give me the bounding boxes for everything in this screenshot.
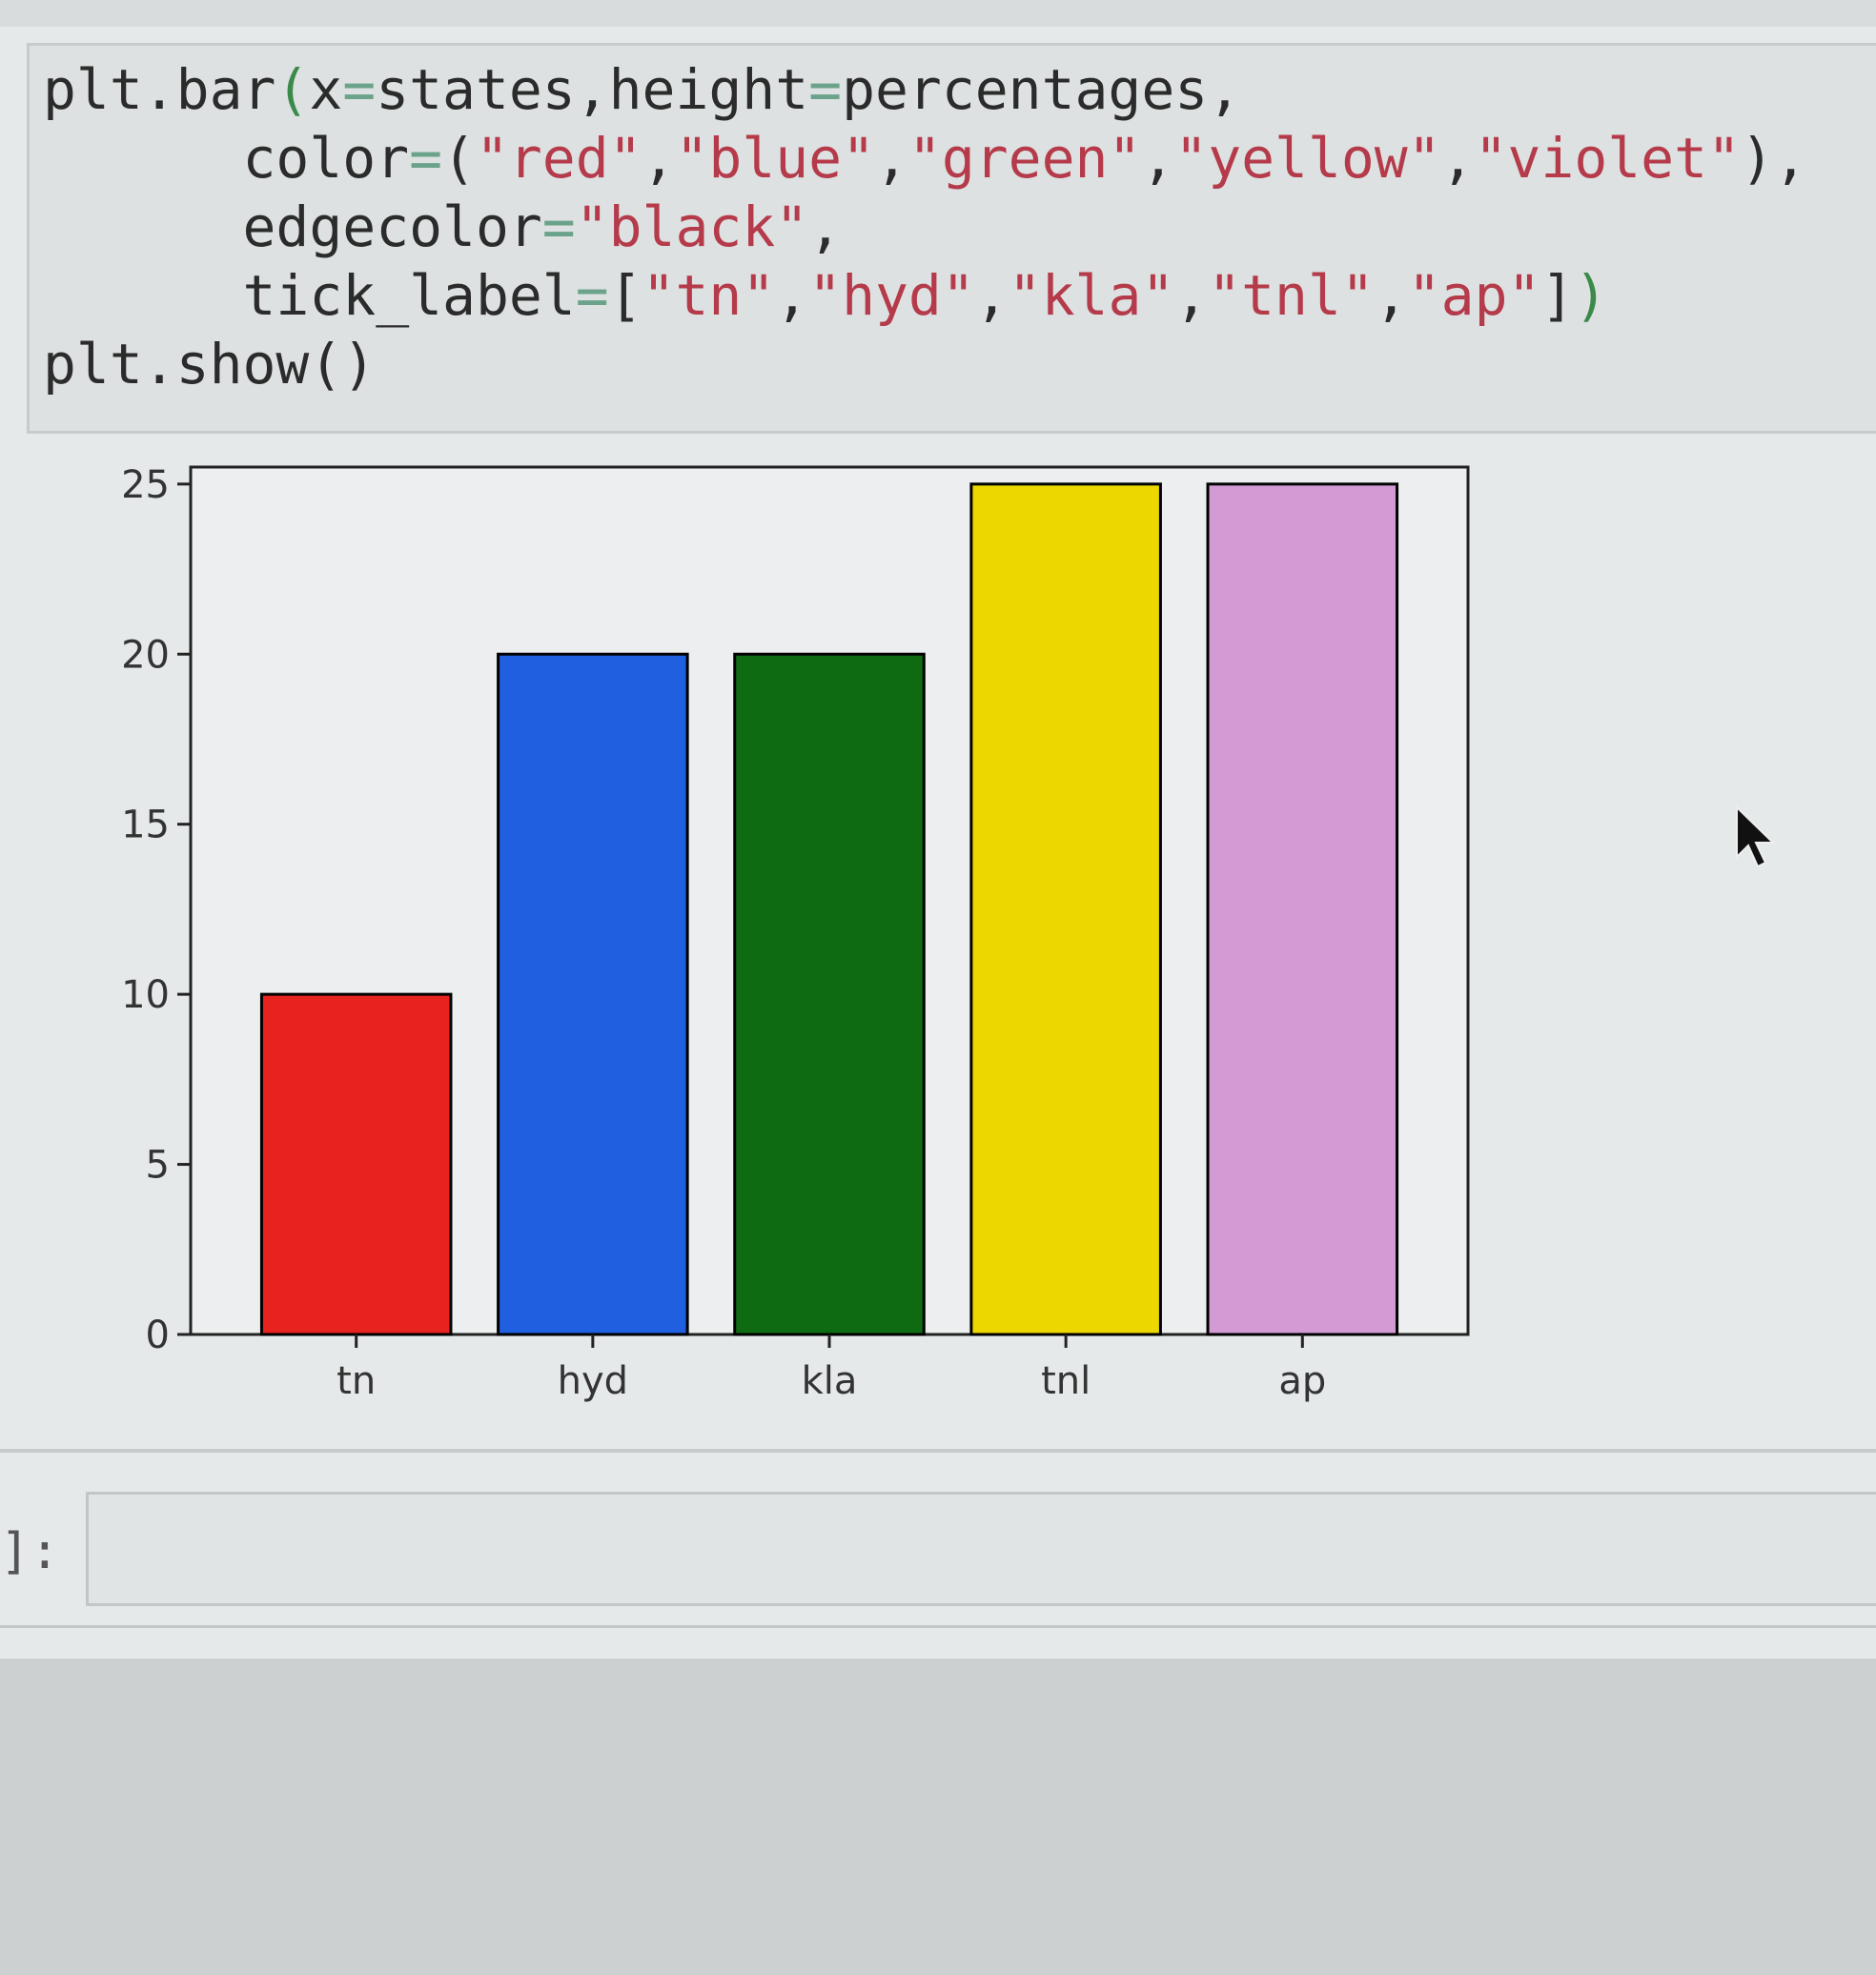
x-tick-label: tnl <box>1041 1359 1091 1403</box>
code-token: "red" <box>475 126 642 191</box>
code-token: ), <box>1740 126 1807 191</box>
code-token: ( <box>442 126 476 191</box>
code-line: plt.show() <box>43 330 1807 398</box>
bar-chart: 0 5 10 15 20 25 tn hyd kla tnl ap <box>121 463 1470 1403</box>
code-token: edgecolor <box>43 194 542 259</box>
cell-divider <box>0 1625 1876 1628</box>
code-editor[interactable]: plt.bar(x=states,height=percentages, col… <box>43 55 1807 398</box>
code-token: "hyd" <box>808 263 975 328</box>
code-token: , <box>875 126 908 191</box>
code-token: , <box>642 126 676 191</box>
y-tick-label: 5 <box>146 1144 170 1188</box>
y-tick-label: 20 <box>121 633 170 677</box>
notebook-toolbar-strip <box>0 0 1876 27</box>
code-cell[interactable]: plt.bar(x=states,height=percentages, col… <box>27 43 1876 434</box>
code-token: ( <box>275 57 310 122</box>
code-token: , <box>1174 263 1209 328</box>
chart-output: 0 5 10 15 20 25 tn hyd kla tnl ap <box>0 448 1876 1439</box>
code-token: = <box>808 57 843 122</box>
code-token: tick_label <box>43 263 576 328</box>
notebook-bottom-area <box>0 1659 1876 1975</box>
code-token: , <box>775 263 809 328</box>
empty-code-cell[interactable] <box>86 1492 1876 1606</box>
x-tick-label: hyd <box>558 1359 628 1403</box>
code-token: = <box>541 194 576 259</box>
y-tick-label: 15 <box>121 804 170 847</box>
code-token: , <box>808 194 843 259</box>
code-line: tick_label=["tn","hyd","kla","tnl","ap"]… <box>43 261 1807 330</box>
code-token: percentages, <box>842 57 1242 122</box>
mouse-pointer-icon <box>1736 805 1776 868</box>
y-tick-label: 10 <box>121 973 170 1017</box>
code-token: "tn" <box>642 263 776 328</box>
x-tick-label: kla <box>802 1359 858 1403</box>
code-token: , <box>1141 126 1175 191</box>
cell-prompt: ]: <box>0 1523 60 1580</box>
bar <box>733 652 926 1336</box>
bar <box>969 482 1162 1336</box>
bar <box>497 652 689 1336</box>
code-token: "kla" <box>1008 263 1175 328</box>
bar <box>1206 482 1399 1336</box>
x-tick-label: ap <box>1278 1359 1326 1403</box>
code-token: states,height <box>376 57 809 122</box>
bar <box>259 992 453 1336</box>
code-token: plt.show() <box>43 332 377 397</box>
code-token: [ <box>608 263 642 328</box>
code-line: color=("red","blue","green","yellow","vi… <box>43 124 1807 193</box>
output-divider <box>0 1449 1876 1453</box>
code-line: plt.bar(x=states,height=percentages, <box>43 55 1807 124</box>
code-token: = <box>342 57 377 122</box>
code-token: "yellow" <box>1174 126 1441 191</box>
code-token: , <box>974 263 1009 328</box>
code-token: color <box>43 126 410 191</box>
code-token: "blue" <box>675 126 875 191</box>
code-token: plt.bar <box>43 57 276 122</box>
code-token: , <box>1440 126 1475 191</box>
code-token: ] <box>1540 263 1575 328</box>
code-line: edgecolor="black", <box>43 193 1807 261</box>
y-tick-label: 0 <box>146 1313 170 1357</box>
code-token: "black" <box>575 194 809 259</box>
code-token: , <box>1374 263 1408 328</box>
code-token: "ap" <box>1407 263 1541 328</box>
code-token: x <box>309 57 343 122</box>
code-token: = <box>575 263 609 328</box>
code-token: "tnl" <box>1208 263 1375 328</box>
code-token: ) <box>1574 263 1608 328</box>
x-tick-label: tn <box>336 1359 376 1403</box>
code-token: "green" <box>907 126 1142 191</box>
code-token: "violet" <box>1474 126 1741 191</box>
code-token: = <box>409 126 443 191</box>
y-tick-label: 25 <box>121 463 170 507</box>
